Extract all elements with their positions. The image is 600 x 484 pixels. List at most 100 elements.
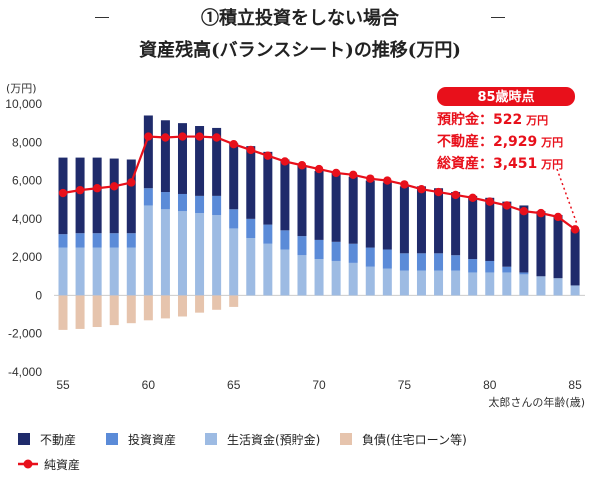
y-tick-label: 6,000 bbox=[12, 174, 42, 188]
bar-segment bbox=[314, 171, 324, 240]
net-assets-point bbox=[127, 178, 136, 187]
bar-segment bbox=[570, 229, 580, 286]
bar-segment bbox=[75, 157, 85, 234]
bar-segment bbox=[212, 215, 222, 296]
bar-segment-negative bbox=[92, 295, 102, 328]
bar-segment bbox=[263, 243, 273, 296]
net-assets-point bbox=[417, 184, 426, 194]
bar-segment bbox=[109, 247, 119, 296]
bar-segment bbox=[451, 255, 461, 271]
bar-segment bbox=[195, 213, 205, 296]
bar-segment bbox=[143, 115, 153, 189]
bar-segment bbox=[280, 159, 290, 231]
net-assets-point bbox=[383, 176, 392, 185]
annotation-line: 不動産：2,929 万円 bbox=[437, 133, 563, 150]
bar-segment bbox=[365, 247, 375, 267]
bar-segment bbox=[382, 268, 392, 296]
bar-segment bbox=[126, 159, 136, 234]
bar-segment bbox=[280, 230, 290, 250]
bar-segment bbox=[451, 192, 461, 256]
bar-segment bbox=[143, 188, 153, 206]
net-assets-point bbox=[485, 197, 494, 206]
bar-segment-negative bbox=[195, 295, 205, 313]
bar-segment bbox=[382, 182, 392, 250]
bar-segment bbox=[177, 123, 187, 194]
bar-segment bbox=[365, 180, 375, 248]
bar-segment bbox=[348, 176, 358, 244]
net-assets-point bbox=[348, 170, 358, 180]
net-assets-point bbox=[519, 207, 529, 216]
net-assets-point bbox=[195, 132, 204, 141]
legend-swatch bbox=[340, 433, 352, 445]
bar-segment bbox=[92, 247, 102, 296]
bar-segment bbox=[109, 233, 119, 248]
net-assets-point bbox=[178, 132, 187, 141]
bar-segment bbox=[399, 186, 409, 254]
net-assets-point bbox=[314, 164, 324, 174]
net-assets-point bbox=[553, 212, 563, 222]
bar-segment bbox=[485, 272, 495, 296]
bar-segment bbox=[297, 236, 307, 256]
x-tick-label: 60 bbox=[142, 378, 156, 392]
bar-segment bbox=[160, 120, 170, 193]
bar-segment bbox=[416, 270, 426, 296]
bar-segment bbox=[177, 193, 187, 212]
net-assets-point bbox=[58, 188, 68, 198]
y-tick-label: 2,000 bbox=[12, 250, 42, 264]
bar-segment bbox=[58, 247, 68, 296]
net-assets-point bbox=[212, 133, 221, 142]
bar-segment bbox=[109, 158, 119, 234]
bar-segment bbox=[92, 157, 102, 234]
net-assets-point bbox=[229, 140, 238, 149]
legend-swatch bbox=[205, 433, 217, 445]
bar-segment bbox=[570, 285, 580, 296]
bar-segment bbox=[263, 224, 273, 244]
bar-segment bbox=[348, 243, 358, 263]
bar-segment bbox=[229, 228, 239, 296]
bar-segment-negative bbox=[212, 295, 222, 310]
title-rule-right bbox=[491, 17, 505, 18]
bar-segment bbox=[468, 272, 478, 296]
x-tick-label: 65 bbox=[227, 378, 241, 392]
bar-segment bbox=[177, 211, 187, 296]
legend-label: 純資産 bbox=[44, 457, 80, 472]
net-assets-point bbox=[451, 190, 460, 200]
annotation-unit: 万円 bbox=[537, 158, 563, 171]
bar-segment bbox=[331, 260, 341, 296]
bar-segment bbox=[212, 127, 222, 196]
net-assets-point bbox=[400, 180, 409, 189]
bar-segment bbox=[331, 241, 341, 261]
net-assets-point bbox=[246, 145, 255, 155]
chart-subtitle: 資産残高(バランスシート)の推移(万円) bbox=[139, 40, 461, 61]
annotation-value: 2,929 bbox=[493, 134, 537, 150]
bar-segment bbox=[536, 276, 546, 296]
bar-segment bbox=[553, 278, 563, 296]
bar-segment bbox=[434, 270, 444, 296]
title-rule-left bbox=[95, 17, 109, 18]
bar-segment bbox=[246, 146, 256, 219]
bar-segment bbox=[246, 238, 256, 296]
net-assets-point bbox=[144, 132, 153, 141]
bar-segment-negative bbox=[229, 295, 239, 307]
y-tick-label: 10,000 bbox=[5, 97, 42, 111]
bar-segment bbox=[365, 266, 375, 296]
bar-segment bbox=[382, 249, 392, 269]
annotation-badge bbox=[437, 87, 575, 106]
bar-segment bbox=[502, 266, 512, 273]
legend-swatch bbox=[106, 433, 118, 445]
bar-segment bbox=[195, 126, 205, 196]
y-tick-label: 8,000 bbox=[12, 135, 42, 149]
bar-segment bbox=[58, 234, 68, 248]
bar-segment bbox=[468, 195, 478, 260]
annotation-value: 522 bbox=[493, 112, 522, 128]
bar-segment bbox=[553, 215, 563, 279]
net-assets-point bbox=[331, 168, 341, 178]
bar-segment-negative bbox=[126, 295, 136, 324]
annotation-unit: 万円 bbox=[537, 136, 563, 149]
net-assets-point bbox=[92, 184, 102, 193]
bar-segment bbox=[485, 197, 495, 261]
x-axis-label: 太郎さんの年齢(歳) bbox=[488, 395, 585, 409]
net-assets-point bbox=[434, 187, 443, 197]
bar-segment bbox=[468, 259, 478, 273]
annotation-line: 総資産：3,451 万円 bbox=[437, 155, 563, 172]
